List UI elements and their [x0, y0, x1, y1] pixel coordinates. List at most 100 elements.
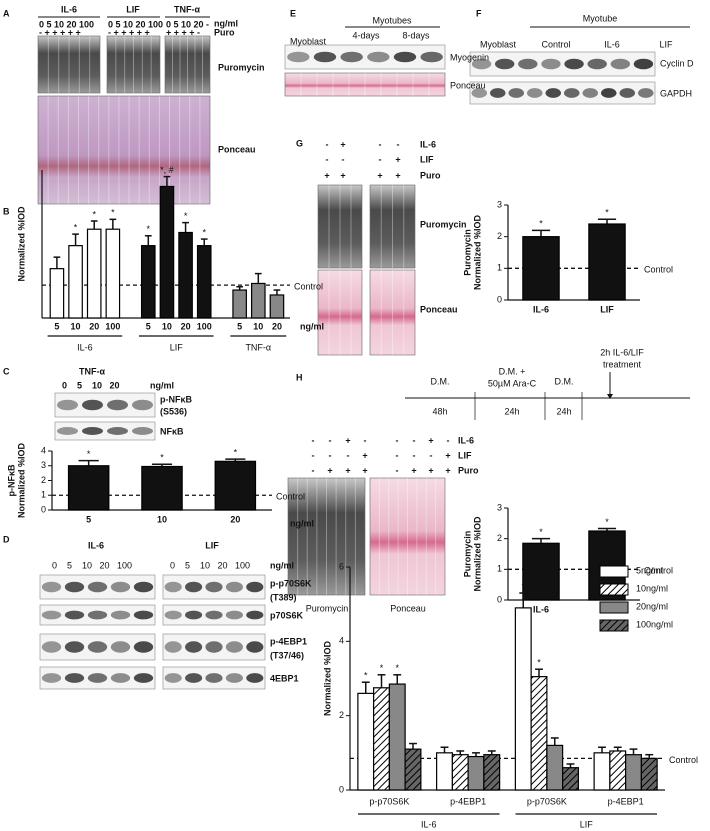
y-tick-label: 2 — [339, 710, 344, 720]
x-tick-label: 5 — [237, 321, 242, 331]
label: - — [413, 435, 416, 445]
label: - — [447, 435, 450, 445]
x-tick-label: 10 — [157, 514, 167, 524]
blot-band — [600, 88, 617, 98]
label: Puromycin — [306, 603, 349, 613]
bar — [404, 748, 422, 791]
label: 48h — [432, 406, 447, 416]
blot — [54, 392, 156, 418]
x-tick-label: 20 — [230, 514, 240, 524]
label: Myoblast — [480, 39, 517, 49]
label: - — [397, 139, 400, 149]
blot-band — [246, 610, 264, 620]
label: 0 5 10 20 100 — [52, 560, 132, 570]
significance-mark: * — [380, 663, 384, 673]
significance-mark: * — [92, 209, 96, 219]
blot-band — [64, 581, 85, 593]
legend-label: 10ng/ml — [636, 583, 668, 593]
reference-label: Control — [644, 566, 673, 576]
label: ng/ml — [270, 560, 294, 570]
bar — [373, 687, 390, 791]
bar — [49, 268, 65, 319]
label: 4-days — [352, 30, 380, 40]
legend-swatch — [599, 601, 629, 614]
bar — [232, 289, 247, 319]
significance-mark: * — [74, 223, 78, 233]
y-tick-label: 6 — [339, 561, 344, 571]
blot-band — [518, 58, 538, 70]
blot-band — [110, 673, 131, 683]
bar — [609, 750, 627, 791]
blot-band — [64, 610, 85, 620]
blot-band — [87, 610, 108, 620]
x-tick-label: IL-6 — [533, 304, 549, 314]
blot-band — [132, 399, 153, 411]
blot — [369, 269, 416, 356]
bar — [467, 755, 485, 791]
y-axis-label: p-NFκB — [6, 464, 16, 497]
blot-band — [313, 51, 337, 63]
blot-band — [541, 58, 561, 70]
label: p-4EBP1 — [270, 636, 307, 646]
y-tick-label: 3 — [497, 502, 502, 512]
label: LIF — [458, 450, 472, 460]
y-axis-label: Normalized %IOD — [322, 640, 332, 716]
panel-letter: G — [296, 138, 303, 148]
bar — [86, 228, 102, 319]
blot — [469, 81, 656, 105]
bar — [105, 228, 121, 319]
panel-letter: B — [3, 206, 10, 216]
significance-mark: * — [539, 527, 543, 537]
label: IL-6 — [420, 139, 436, 149]
blot-band — [57, 427, 78, 435]
label: 50µM Ara-C — [488, 378, 537, 388]
blot-band — [564, 58, 584, 70]
label: 4EBP1 — [270, 673, 299, 683]
label: + — [445, 450, 450, 460]
blot-band — [246, 641, 264, 653]
label: Ponceau — [218, 144, 256, 154]
label: + — [411, 465, 416, 475]
bar — [522, 236, 560, 301]
blot-band — [87, 673, 108, 683]
blot-band — [225, 610, 243, 620]
blot-band — [563, 88, 580, 98]
significance-mark: * — [147, 224, 151, 234]
blot — [287, 477, 366, 596]
blot-band — [619, 88, 636, 98]
y-axis-label: Normalized %IOD — [16, 442, 26, 518]
label: - — [364, 435, 367, 445]
label: - + + + + + — [108, 27, 150, 37]
significance-mark: * — [184, 211, 188, 221]
blot-band — [471, 58, 492, 70]
blot-band — [367, 51, 390, 63]
label: LIF — [659, 39, 673, 49]
significance-mark: * — [605, 208, 609, 218]
y-tick-label: 0 — [41, 504, 46, 514]
label: - — [396, 465, 399, 475]
y-axis-label: Puromycin — [462, 229, 472, 276]
blot-band — [110, 581, 131, 593]
panel-letter: C — [3, 366, 10, 376]
label: IL-6 — [61, 4, 77, 14]
blot-band — [82, 427, 103, 435]
blot-band — [205, 673, 223, 683]
blot — [369, 184, 416, 269]
bar — [141, 465, 183, 511]
y-tick-label: 4 — [339, 636, 344, 646]
label: 0 5 10 20 — [62, 380, 120, 390]
label: + — [362, 465, 367, 475]
x-tick-label: 5 — [54, 321, 59, 331]
label: LIF — [126, 4, 140, 14]
bar — [588, 223, 626, 301]
y-tick-label: 1 — [497, 263, 502, 273]
label: + — [340, 139, 345, 149]
blot — [164, 35, 211, 94]
blot-band — [107, 427, 128, 435]
label: 0 5 10 20 - — [166, 19, 209, 29]
blot — [54, 421, 156, 441]
label: - — [326, 139, 329, 149]
blot-band — [494, 58, 515, 70]
label: p-NFκB — [160, 394, 193, 404]
group-label: LIF — [580, 819, 594, 829]
